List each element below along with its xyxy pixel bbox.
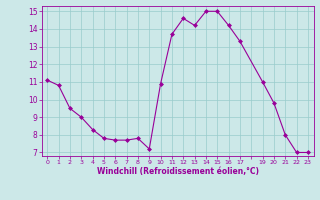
X-axis label: Windchill (Refroidissement éolien,°C): Windchill (Refroidissement éolien,°C): [97, 167, 259, 176]
